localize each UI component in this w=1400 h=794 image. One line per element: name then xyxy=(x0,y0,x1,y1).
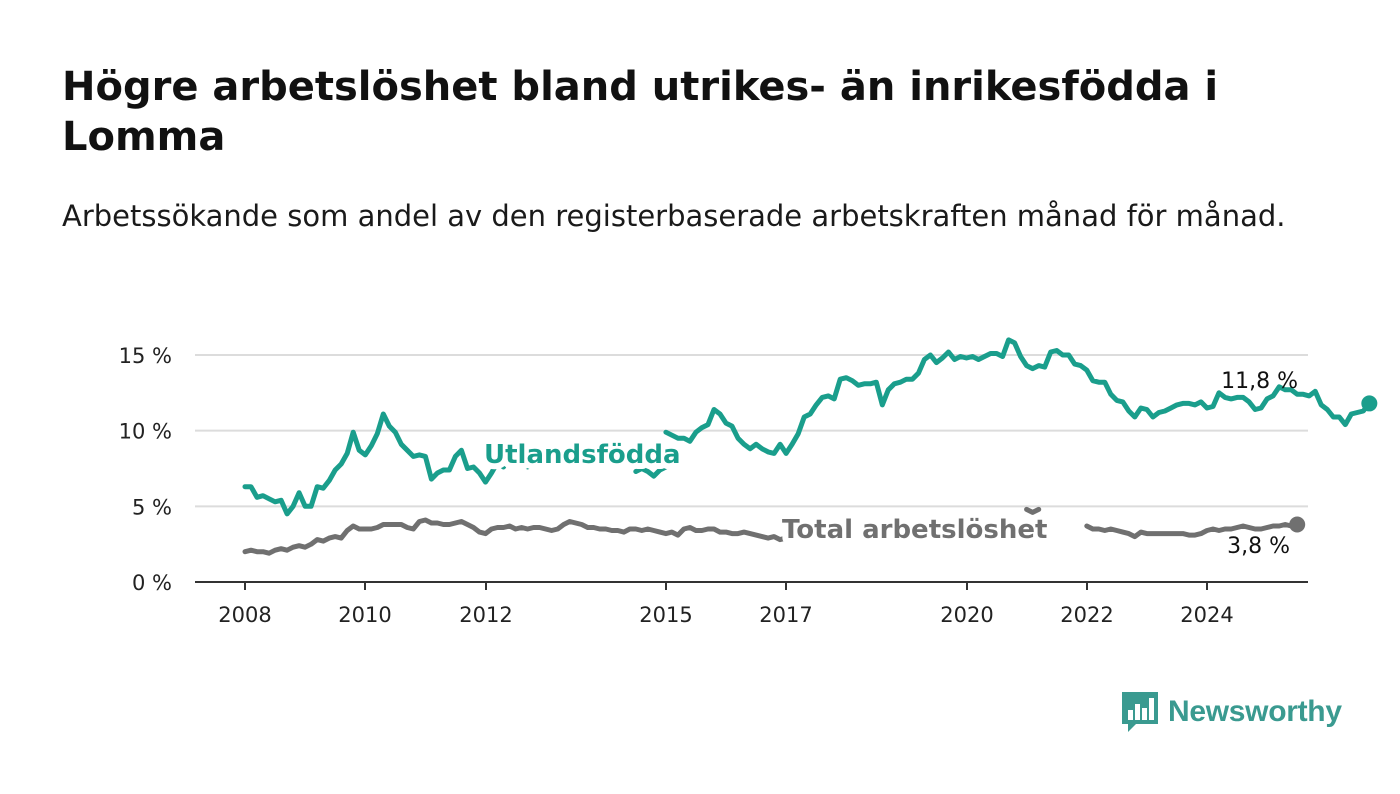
series-line-total xyxy=(242,517,819,556)
series-line-utlandsfodda xyxy=(633,464,669,479)
end-value-utlandsfodda: 11,8 % xyxy=(1221,369,1298,394)
series-endpoint-utlandsfodda xyxy=(1361,395,1378,412)
bar-chart-speech-bubble-icon xyxy=(1122,692,1158,732)
x-tick-label: 2012 xyxy=(459,603,512,627)
chart-subtitle: Arbetssökande som andel av den registerb… xyxy=(62,199,1286,233)
x-tick-label: 2024 xyxy=(1180,603,1233,627)
x-tick-label: 2020 xyxy=(940,603,993,627)
series-label-total: Total arbetslöshet xyxy=(782,515,1047,545)
x-tick-label: 2010 xyxy=(338,603,391,627)
series-line-utlandsfodda xyxy=(663,337,1372,456)
x-tick-label: 2017 xyxy=(759,603,812,627)
brand-name: Newsworthy xyxy=(1168,695,1342,728)
newsworthy-logo: Newsworthy xyxy=(1120,690,1342,734)
y-tick-label: 15 % xyxy=(119,344,172,368)
series-line-total xyxy=(1024,506,1042,515)
end-value-total: 3,8 % xyxy=(1227,534,1290,559)
x-tick-label: 2015 xyxy=(639,603,692,627)
series-line-utlandsfodda xyxy=(242,411,531,517)
series-endpoint-total xyxy=(1289,516,1306,533)
x-tick-label: 2022 xyxy=(1060,603,1113,627)
chart-title: Högre arbetslöshet bland utrikes- än inr… xyxy=(62,64,1219,160)
y-tick-label: 5 % xyxy=(132,495,172,519)
y-tick-label: 10 % xyxy=(119,420,172,444)
series-label-utlandsfodda: Utlandsfödda xyxy=(484,440,681,470)
y-tick-label: 0 % xyxy=(132,571,172,595)
series-line-total xyxy=(1084,522,1300,540)
x-tick-label: 2008 xyxy=(218,603,271,627)
